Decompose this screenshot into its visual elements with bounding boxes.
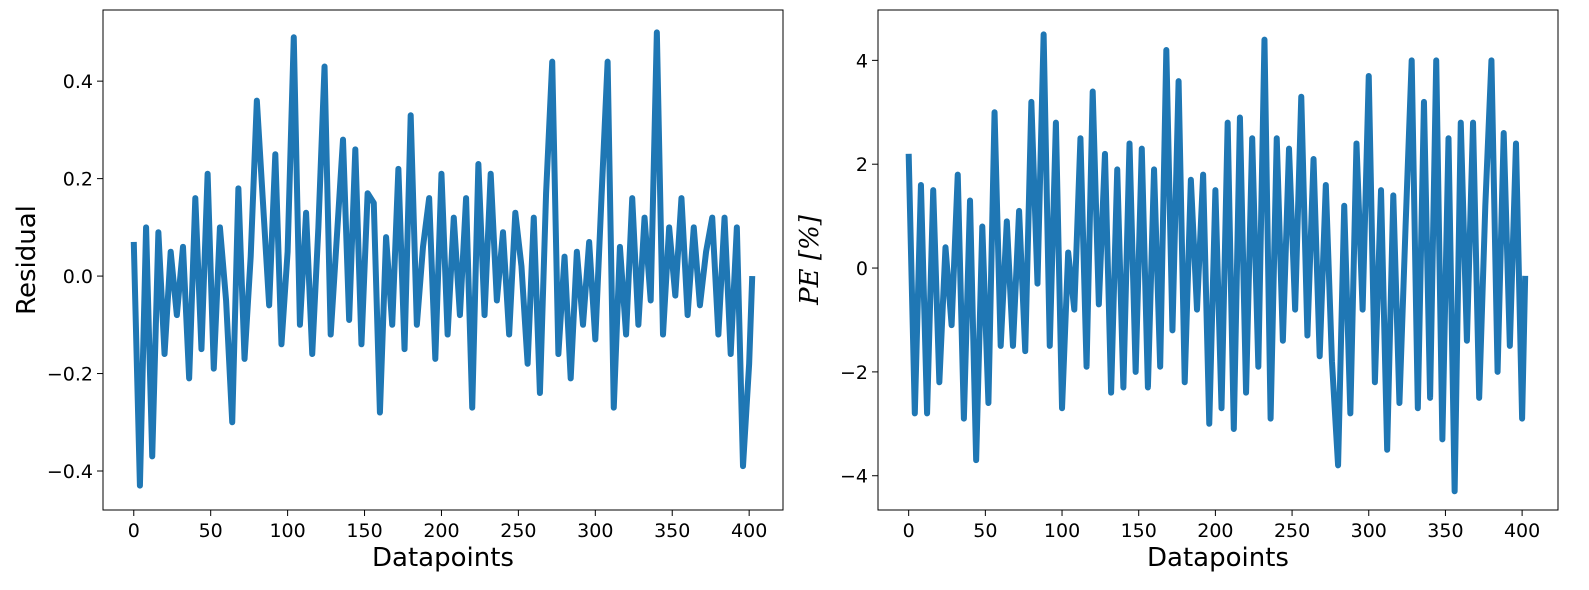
x-tick-label: 150	[1121, 520, 1157, 542]
x-tick-label: 350	[654, 520, 690, 542]
y-axis-label: PE [%]	[795, 214, 825, 306]
x-tick-label: 350	[1427, 520, 1463, 542]
y-tick-label: −0.4	[47, 461, 93, 483]
y-tick-label: 0.0	[63, 266, 93, 288]
x-tick-label: 0	[903, 520, 915, 542]
y-tick-label: 4	[856, 50, 868, 72]
y-tick-label: 0.4	[63, 71, 93, 93]
x-tick-label: 200	[1197, 520, 1233, 542]
data-line	[130, 29, 756, 489]
y-tick-label: −4	[840, 466, 868, 488]
data-line	[905, 31, 1529, 495]
x-tick-label: 400	[1504, 520, 1540, 542]
y-tick-label: −0.2	[47, 364, 93, 386]
y-tick-label: 2	[856, 154, 868, 176]
x-tick-label: 250	[1274, 520, 1310, 542]
x-axis-label: Datapoints	[372, 543, 514, 573]
y-axis-label: Residual	[12, 205, 42, 315]
y-tick-label: 0	[856, 258, 868, 280]
x-tick-label: 150	[346, 520, 382, 542]
x-tick-label: 100	[1044, 520, 1080, 542]
axes-frame	[102, 9, 784, 511]
x-tick-label: 100	[269, 520, 305, 542]
axes-frame	[877, 9, 1559, 511]
x-tick-label: 300	[1351, 520, 1387, 542]
y-tick-label: −2	[840, 362, 868, 384]
x-tick-label: 400	[731, 520, 767, 542]
x-tick-label: 200	[423, 520, 459, 542]
x-tick-label: 250	[500, 520, 536, 542]
x-tick-label: 50	[973, 520, 997, 542]
x-axis-label: Datapoints	[1147, 543, 1289, 573]
y-tick-label: 0.2	[63, 169, 93, 191]
x-tick-label: 50	[199, 520, 223, 542]
x-tick-label: 300	[577, 520, 613, 542]
x-tick-label: 0	[128, 520, 140, 542]
